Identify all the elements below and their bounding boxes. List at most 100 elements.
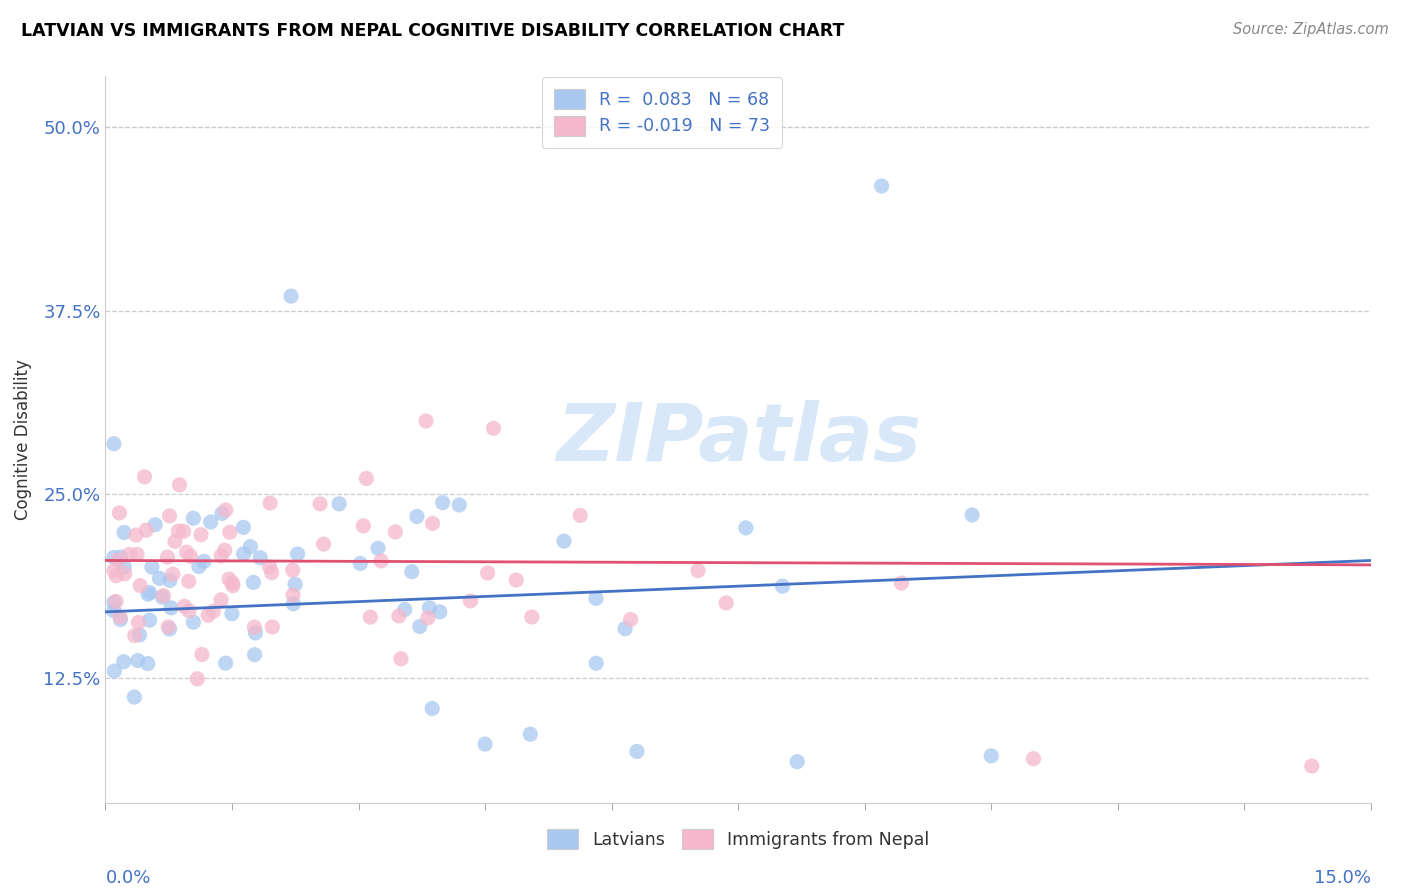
Point: [281, 563, 304, 577]
Point: [239, 540, 262, 554]
Point: [221, 575, 243, 590]
Point: [429, 605, 451, 619]
Point: [183, 511, 205, 525]
Point: [221, 607, 243, 621]
Point: [281, 588, 304, 602]
Point: [134, 470, 156, 484]
Point: [183, 615, 205, 629]
Point: [259, 560, 281, 574]
Point: [138, 585, 160, 599]
Point: [191, 648, 214, 662]
Point: [128, 628, 150, 642]
Point: [152, 589, 174, 603]
Point: [169, 478, 191, 492]
Point: [394, 602, 416, 616]
Point: [477, 566, 499, 580]
Point: [449, 498, 471, 512]
Point: [259, 496, 281, 510]
Point: [197, 608, 219, 623]
Point: [127, 548, 149, 562]
Point: [420, 701, 443, 715]
Point: [103, 595, 125, 609]
Point: [108, 506, 131, 520]
Point: [222, 579, 245, 593]
Point: [156, 550, 179, 565]
Point: [370, 554, 392, 568]
Point: [474, 737, 496, 751]
Point: [415, 414, 437, 428]
Point: [734, 521, 756, 535]
Point: [416, 611, 439, 625]
Point: [626, 744, 648, 758]
Point: [187, 559, 209, 574]
Point: [173, 599, 195, 614]
Point: [352, 519, 374, 533]
Point: [129, 578, 152, 592]
Point: [127, 615, 149, 630]
Point: [418, 600, 440, 615]
Point: [614, 622, 637, 636]
Point: [243, 620, 266, 634]
Text: 15.0%: 15.0%: [1313, 869, 1371, 887]
Point: [125, 528, 148, 542]
Point: [389, 652, 412, 666]
Point: [112, 655, 135, 669]
Point: [112, 525, 135, 540]
Point: [585, 591, 607, 606]
Point: [384, 524, 406, 539]
Point: [232, 520, 254, 534]
Text: Source: ZipAtlas.com: Source: ZipAtlas.com: [1233, 22, 1389, 37]
Point: [163, 534, 186, 549]
Point: [127, 654, 149, 668]
Point: [190, 527, 212, 541]
Point: [772, 579, 794, 593]
Point: [150, 590, 173, 604]
Point: [108, 610, 131, 624]
Point: [160, 600, 183, 615]
Point: [401, 565, 423, 579]
Point: [1022, 752, 1045, 766]
Legend: Latvians, Immigrants from Nepal: Latvians, Immigrants from Nepal: [540, 822, 936, 856]
Point: [215, 503, 238, 517]
Point: [432, 496, 454, 510]
Text: ZIPatlas: ZIPatlas: [555, 401, 921, 478]
Point: [505, 573, 527, 587]
Point: [870, 178, 893, 193]
Point: [193, 554, 215, 568]
Point: [218, 572, 240, 586]
Point: [105, 569, 128, 583]
Point: [249, 550, 271, 565]
Point: [159, 508, 181, 523]
Point: [287, 547, 309, 561]
Point: [520, 610, 543, 624]
Point: [980, 748, 1002, 763]
Point: [135, 523, 157, 537]
Point: [110, 549, 132, 564]
Point: [232, 547, 254, 561]
Text: 0.0%: 0.0%: [105, 869, 150, 887]
Point: [309, 497, 332, 511]
Point: [209, 549, 232, 563]
Point: [519, 727, 541, 741]
Point: [112, 560, 135, 574]
Point: [162, 567, 184, 582]
Point: [143, 517, 166, 532]
Point: [110, 613, 132, 627]
Point: [211, 507, 233, 521]
Point: [460, 594, 482, 608]
Point: [103, 604, 125, 618]
Point: [136, 657, 159, 671]
Point: [312, 537, 335, 551]
Point: [349, 557, 371, 571]
Point: [200, 515, 222, 529]
Point: [103, 436, 125, 450]
Y-axis label: Cognitive Disability: Cognitive Disability: [14, 359, 32, 520]
Point: [118, 548, 141, 562]
Point: [103, 564, 125, 578]
Point: [569, 508, 592, 523]
Point: [280, 289, 302, 303]
Point: [409, 619, 432, 633]
Point: [114, 566, 136, 581]
Point: [177, 604, 200, 618]
Point: [242, 575, 264, 590]
